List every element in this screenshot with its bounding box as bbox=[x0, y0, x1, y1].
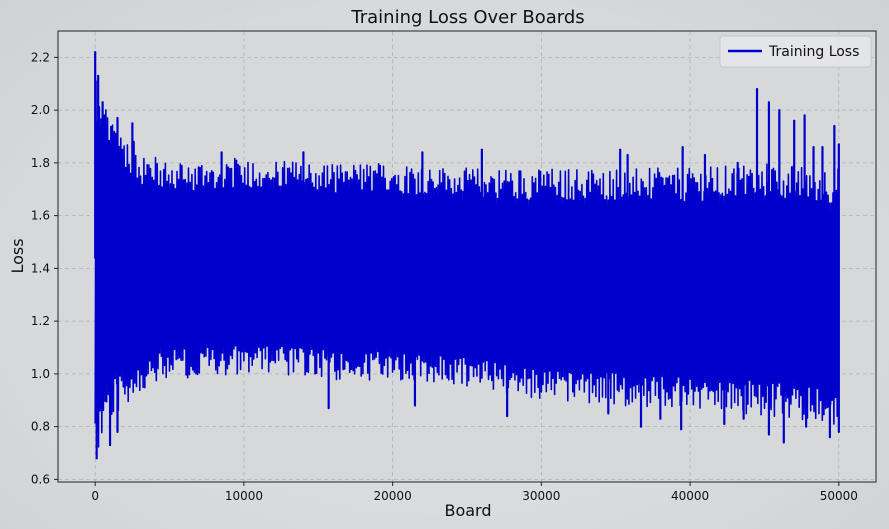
y-tick-label: 1.4 bbox=[31, 261, 50, 275]
y-tick-label: 1.0 bbox=[31, 367, 50, 381]
x-axis: 0 10000 20000 30000 40000 50000 bbox=[91, 482, 858, 503]
y-tick-label: 2.0 bbox=[31, 103, 50, 117]
x-tick-label: 10000 bbox=[225, 489, 263, 503]
y-tick-label: 2.2 bbox=[31, 50, 50, 64]
y-tick-label: 1.8 bbox=[31, 156, 50, 170]
x-tick-label: 40000 bbox=[671, 489, 709, 503]
series-layer bbox=[94, 50, 840, 460]
y-tick-label: 0.8 bbox=[31, 420, 50, 434]
legend: Training Loss bbox=[719, 35, 872, 68]
x-tick-label: 0 bbox=[91, 489, 99, 503]
x-axis-label: Board bbox=[444, 501, 491, 520]
x-tick-label: 50000 bbox=[820, 489, 858, 503]
plot-area-frame bbox=[57, 30, 877, 483]
x-tick-label: 20000 bbox=[374, 489, 412, 503]
y-tick-label: 1.2 bbox=[31, 314, 50, 328]
y-tick-label: 0.6 bbox=[31, 472, 50, 486]
legend-label: Training Loss bbox=[768, 44, 859, 60]
legend-box bbox=[719, 35, 872, 68]
x-tick-label: 30000 bbox=[522, 489, 560, 503]
y-tick-label: 1.6 bbox=[31, 209, 50, 223]
y-axis: 0.6 0.8 1.0 1.2 1.4 1.6 1.8 2.0 2.2 bbox=[31, 50, 58, 486]
chart-title: Training Loss Over Boards bbox=[350, 7, 584, 28]
series-line-training-loss bbox=[94, 80, 840, 448]
y-axis-label: Loss bbox=[8, 238, 27, 273]
